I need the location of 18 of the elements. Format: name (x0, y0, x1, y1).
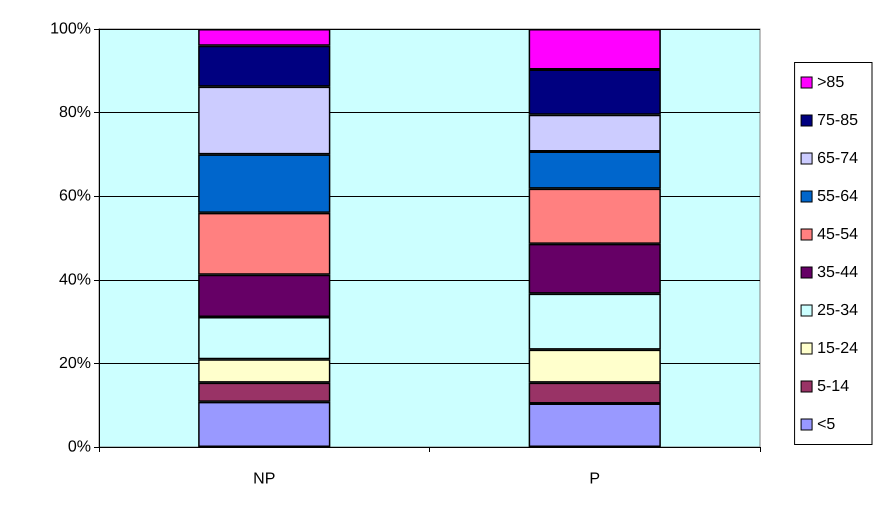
y-tick-label: 100% (50, 20, 91, 38)
legend-label: 35-44 (817, 264, 858, 281)
legend-label: 45-54 (817, 226, 858, 243)
x-tick-label: P (589, 470, 600, 488)
legend-label: 55-64 (817, 188, 858, 205)
y-tick-label: 0% (68, 438, 91, 456)
x-tick-label: NP (253, 470, 276, 488)
legend-label: 65-74 (817, 150, 858, 167)
y-tick-label: 20% (58, 354, 91, 372)
legend-label: 75-85 (817, 112, 858, 129)
y-tick-label: 40% (58, 271, 91, 288)
legend-label: 25-34 (817, 302, 858, 319)
legend-label: 5-14 (817, 378, 850, 395)
y-tick-label: 80% (58, 104, 91, 122)
legend-label: 15-24 (817, 340, 858, 357)
y-tick-label: 60% (58, 188, 91, 205)
legend-label: <5 (817, 416, 836, 433)
legend-label: >85 (817, 74, 844, 91)
